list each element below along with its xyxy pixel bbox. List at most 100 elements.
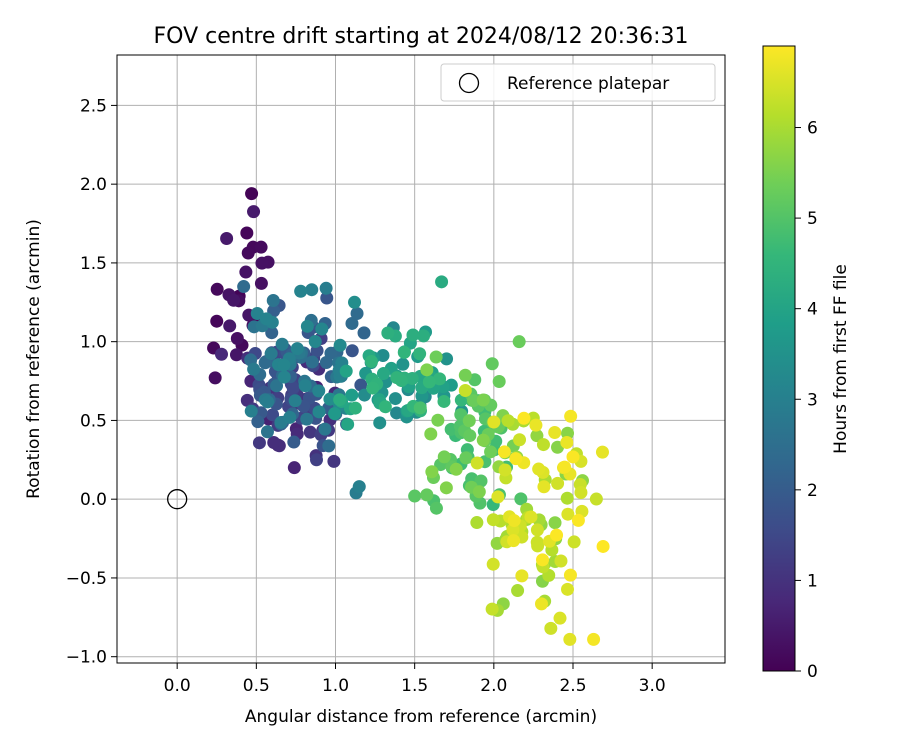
- scatter-point: [437, 394, 451, 408]
- scatter-point: [485, 602, 499, 616]
- scatter-point: [511, 584, 525, 598]
- scatter-point: [513, 433, 527, 447]
- scatter-point: [474, 474, 488, 488]
- scatter-point: [553, 611, 567, 625]
- scatter-point: [378, 400, 392, 414]
- scatter-point: [251, 415, 265, 429]
- legend: Reference platepar: [440, 63, 716, 102]
- x-tick-label: 3.0: [639, 676, 666, 696]
- scatter-point: [328, 407, 342, 421]
- colorbar-tick-label: 3: [807, 390, 818, 410]
- scatter-point: [357, 326, 371, 340]
- y-tick-label: −1.0: [66, 648, 107, 668]
- plot-frame: [116, 54, 726, 664]
- x-tick-label: 1.5: [401, 676, 428, 696]
- scatter-point: [462, 414, 476, 428]
- scatter-point: [596, 539, 610, 553]
- reference-layer: [167, 489, 188, 510]
- scatter-point: [512, 335, 526, 349]
- y-axis-ticks: −1.0 −0.5 0.0 0.5 1.0 1.5 2.0 2.5: [66, 96, 117, 668]
- y-tick-label: 1.5: [80, 254, 107, 274]
- colorbar-label: Hours from first FF file: [831, 264, 851, 454]
- scatter-point: [429, 350, 443, 364]
- scatter-point: [312, 384, 326, 398]
- scatter-point: [320, 291, 334, 305]
- scatter-point: [312, 405, 326, 419]
- scatter-point: [345, 316, 359, 330]
- colorbar-tick-label: 1: [807, 571, 818, 591]
- scatter-point: [561, 582, 575, 596]
- scatter-point: [390, 406, 404, 420]
- scatter-point: [554, 554, 568, 568]
- scatter-point: [551, 476, 565, 490]
- scatter-point: [341, 417, 355, 431]
- scatter-point: [241, 246, 255, 260]
- scatter-point: [420, 488, 434, 502]
- scatter-point: [308, 334, 322, 348]
- scatter-point: [254, 276, 268, 290]
- legend-box: [440, 63, 716, 102]
- y-tick-label: 0.5: [80, 411, 107, 431]
- colorbar: 0 1 2 3 4 5 6 Hours from first FF file: [762, 45, 851, 682]
- gridlines: [117, 55, 725, 663]
- scatter-point: [298, 379, 312, 393]
- scatter-point: [571, 513, 585, 527]
- scatter-point: [529, 418, 543, 432]
- scatter-point: [305, 355, 319, 369]
- scatter-point: [413, 401, 427, 415]
- scatter-point: [381, 326, 395, 340]
- y-tick-label: 1.0: [80, 333, 107, 353]
- scatter-point: [259, 312, 273, 326]
- colorbar-tick-label: 0: [807, 662, 818, 682]
- scatter-point: [560, 435, 574, 449]
- scatter-point: [413, 347, 427, 361]
- scatter-point: [277, 370, 291, 384]
- scatter-point: [485, 357, 499, 371]
- scatter-point: [373, 416, 387, 430]
- scatter-point: [458, 384, 472, 398]
- colorbar-bar: [762, 45, 796, 672]
- scatter-point: [288, 394, 302, 408]
- scatter-point: [364, 354, 378, 368]
- scatter-point: [229, 348, 243, 362]
- scatter-point: [486, 557, 500, 571]
- scatter-point: [267, 435, 281, 449]
- scatter-point: [437, 450, 451, 464]
- scatter-point: [524, 510, 538, 524]
- scatter-point: [333, 338, 347, 352]
- scatter-point: [420, 363, 434, 377]
- scatter-point: [574, 486, 588, 500]
- x-axis-ticks: 0.0 0.5 1.0 1.5 2.0 2.5 3.0: [164, 663, 666, 696]
- scatter-point: [548, 516, 562, 530]
- scatter-point: [440, 352, 454, 366]
- scatter-point: [476, 393, 490, 407]
- colorbar-tick-label: 2: [807, 481, 818, 501]
- scatter-point: [215, 347, 228, 361]
- scatter-point: [322, 439, 336, 453]
- scatter-point: [240, 226, 254, 240]
- scatter-point: [566, 450, 580, 464]
- scatter-point: [472, 485, 486, 499]
- scatter-point: [300, 412, 314, 426]
- y-axis-label: Rotation from reference (arcmin): [24, 219, 44, 499]
- scatter-point: [210, 314, 224, 328]
- x-axis-label: Angular distance from reference (arcmin): [245, 707, 597, 727]
- scatter-point: [305, 283, 319, 297]
- scatter-point: [290, 342, 304, 356]
- colorbar-tick-label: 5: [807, 209, 818, 229]
- scatter-point: [287, 461, 301, 475]
- scatter-point: [517, 411, 531, 425]
- x-tick-label: 1.0: [322, 676, 349, 696]
- scatter-point: [564, 409, 578, 423]
- y-tick-label: 0.0: [80, 490, 107, 510]
- scatter-point: [459, 451, 473, 465]
- x-tick-label: 0.0: [164, 676, 191, 696]
- scatter-point: [530, 429, 544, 443]
- scatter-point: [255, 256, 269, 270]
- scatter-point: [537, 480, 551, 494]
- scatter-point: [345, 388, 359, 402]
- scatter-point: [531, 539, 545, 553]
- scatter-point: [333, 393, 347, 407]
- scatter-point: [260, 425, 274, 439]
- scatter-point: [366, 381, 380, 395]
